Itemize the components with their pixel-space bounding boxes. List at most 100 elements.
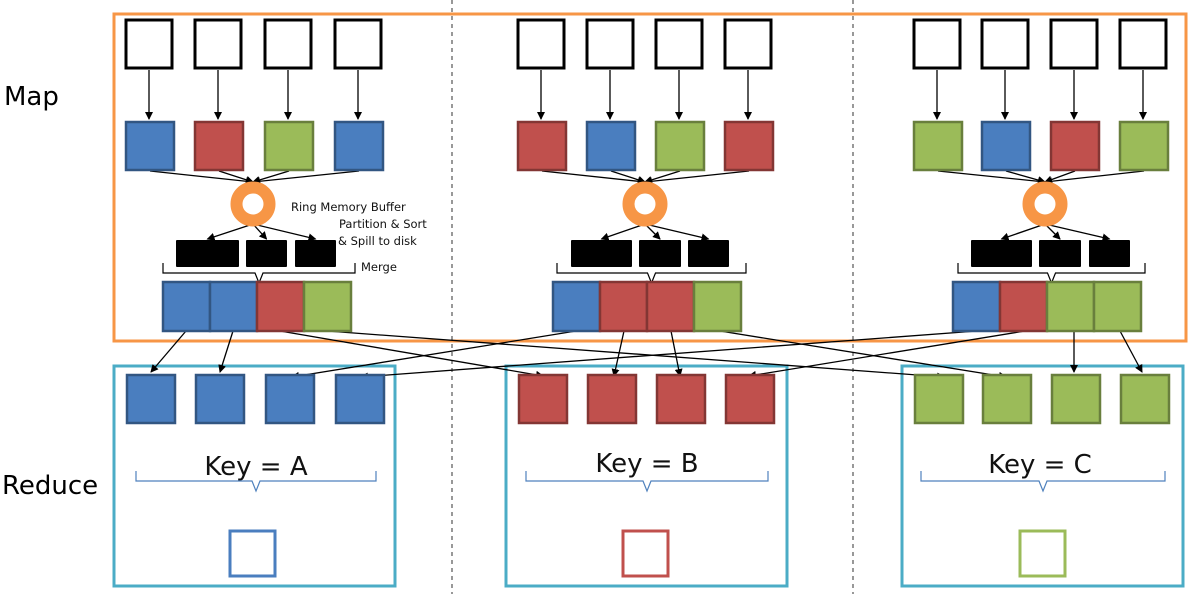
shuffle-arrow-8 (719, 330, 1007, 380)
reduce-input-1-2 (194, 373, 246, 425)
merged-partition-1-1 (161, 280, 212, 333)
ring-buffer-icon-2 (622, 181, 668, 227)
merged-partition-3-1 (951, 280, 1002, 333)
reduce-label: Reduce (2, 471, 98, 501)
partition-sort-label: Partition & Sort (339, 217, 427, 231)
spill-file-1-3 (295, 240, 336, 267)
merged-partition-2-3 (645, 280, 696, 333)
ring-buffer-icon-3 (1022, 181, 1068, 227)
map-output-2-1 (516, 120, 568, 172)
merged-partition-1-3 (255, 280, 306, 333)
map-output-2-3 (654, 120, 706, 172)
spill-arrow-1-2 (252, 223, 268, 240)
map-output-3-4 (1118, 120, 1170, 172)
reducer-frame-2 (504, 364, 789, 588)
ring-buffer-icon-1 (230, 181, 276, 227)
arrow-layer (145, 70, 1147, 381)
merged-partition-1-4 (302, 280, 353, 333)
input-split-1-1 (124, 18, 174, 70)
map-label: Map (4, 82, 59, 112)
to-buffer-arrow-3-4 (1044, 170, 1145, 186)
spill-arrow-3-3 (1044, 223, 1111, 242)
reducer-key-label-3: Key = C (988, 450, 1092, 480)
reduce-input-2-3 (655, 373, 707, 425)
shuffle-arrow-5 (291, 330, 577, 380)
shuffle-arrow-1 (150, 330, 187, 373)
map-output-3-2 (980, 120, 1032, 172)
shuffle-arrow-10 (748, 330, 1026, 379)
map-output-1-1 (124, 120, 176, 172)
reducer-frame-1 (112, 364, 397, 588)
merge-label: Merge (361, 260, 397, 274)
merged-partition-2-4 (692, 280, 743, 333)
reduce-input-1-3 (264, 373, 316, 425)
reducer-frame-3 (900, 364, 1185, 588)
map-output-1-2 (193, 120, 245, 172)
to-buffer-arrow-2-1 (541, 170, 646, 186)
merged-partition-2-1 (551, 280, 602, 333)
reduce-input-3-2 (981, 373, 1033, 425)
spill-arrow-1-3 (252, 223, 317, 242)
to-buffer-arrow-3-2 (1005, 170, 1046, 184)
reduce-output-1 (228, 529, 277, 578)
ring-buffer-label: Ring Memory Buffer (291, 200, 406, 214)
merged-partition-3-4 (1092, 280, 1143, 333)
map-output-3-3 (1049, 120, 1101, 172)
map-phase-frame (112, 12, 1188, 343)
input-split-1-3 (263, 18, 313, 70)
spill-file-3-3 (1089, 240, 1130, 267)
to-buffer-arrow-1-1 (149, 170, 254, 186)
to-buffer-arrow-1-4 (252, 170, 360, 186)
spill-file-3-1 (971, 240, 1032, 267)
input-split-1-4 (333, 18, 383, 70)
spill-file-3-2 (1039, 240, 1081, 267)
shuffle-arrow-6 (611, 330, 625, 377)
spill-arrow-2-2 (644, 223, 661, 240)
merged-partition-1-2 (208, 280, 259, 333)
to-buffer-arrow-2-4 (644, 170, 750, 186)
input-split-3-4 (1118, 18, 1168, 70)
merged-partition-3-2 (998, 280, 1049, 333)
input-split-1-2 (193, 18, 243, 70)
input-split-2-3 (654, 18, 704, 70)
spill-arrow-3-2 (1044, 223, 1061, 240)
reduce-output-3 (1018, 529, 1067, 578)
input-split-3-1 (912, 18, 962, 70)
reduce-input-2-2 (586, 373, 638, 425)
reduce-input-3-3 (1050, 373, 1102, 425)
reduce-input-1-4 (334, 373, 386, 425)
spill-arrow-2-1 (600, 223, 646, 241)
spill-file-2-2 (639, 240, 681, 267)
input-split-2-1 (516, 18, 566, 70)
map-output-1-3 (263, 120, 315, 172)
reduce-input-3-4 (1119, 373, 1171, 425)
reducer-key-label-1: Key = A (204, 452, 307, 482)
map-output-1-4 (333, 120, 385, 172)
spill-arrow-1-1 (206, 223, 254, 241)
spill-file-1-1 (176, 240, 239, 267)
shuffle-arrow-3 (279, 330, 544, 379)
spill-file-2-1 (571, 240, 632, 267)
to-buffer-arrow-3-1 (937, 170, 1046, 186)
reduce-output-2 (621, 529, 670, 578)
spill-arrow-2-3 (644, 223, 710, 242)
merged-partition-3-3 (1045, 280, 1096, 333)
input-split-3-3 (1049, 18, 1099, 70)
input-split-2-2 (585, 18, 635, 70)
reduce-input-1-1 (125, 373, 177, 425)
shuffle-arrow-12 (1119, 330, 1143, 373)
spill-arrow-3-1 (1000, 223, 1046, 241)
reduce-brace-2 (525, 471, 769, 493)
reducer-key-label-2: Key = B (595, 449, 698, 479)
shuffle-arrow-4 (326, 330, 945, 381)
input-split-3-2 (980, 18, 1030, 70)
shape-layer (124, 18, 1171, 578)
spill-file-2-3 (688, 240, 729, 267)
reduce-brace-1 (135, 471, 377, 493)
map-output-2-4 (723, 120, 775, 172)
reduce-input-2-1 (517, 373, 569, 425)
map-output-2-2 (585, 120, 637, 172)
shuffle-arrow-2 (218, 330, 234, 373)
input-split-2-4 (723, 18, 773, 70)
